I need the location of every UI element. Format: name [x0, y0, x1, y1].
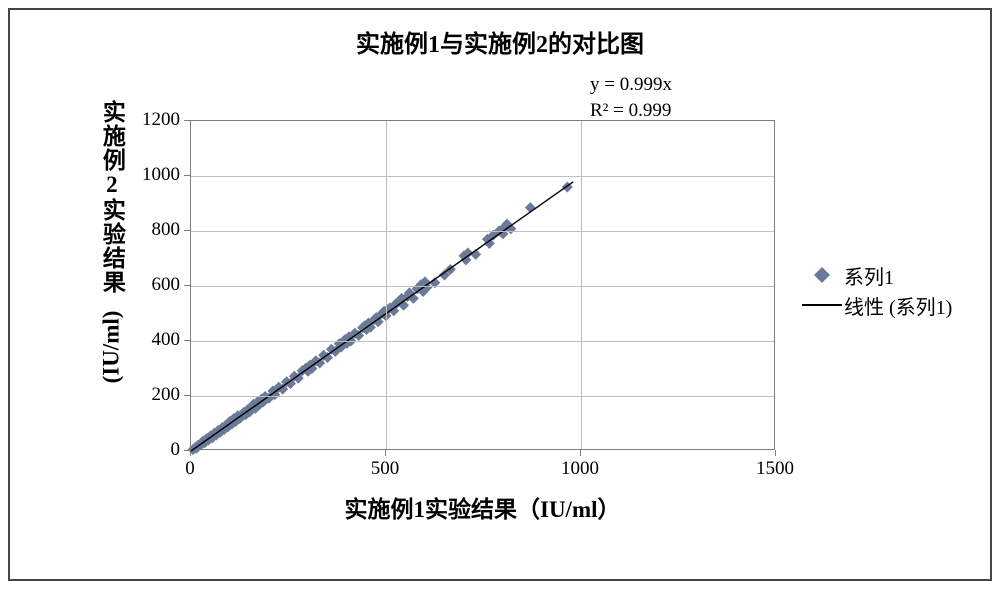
gridline-v [581, 121, 582, 449]
gridline-h [191, 286, 774, 287]
y-axis-title-unit: (IU/ml) [98, 311, 124, 384]
x-tick-label: 0 [185, 458, 195, 480]
legend-item: 系列1 [800, 260, 952, 290]
legend-label: 线性 (系列1) [844, 291, 952, 320]
y-tick-label: 1000 [130, 164, 180, 186]
y-tick-label: 400 [130, 329, 180, 351]
y-tick-mark [184, 175, 190, 176]
x-tick-mark [580, 450, 581, 456]
gridline-v [386, 121, 387, 449]
chart-title: 实施例1与实施例2的对比图 [10, 24, 990, 59]
x-tick-label: 500 [371, 458, 400, 480]
regression-equation: y = 0.999x R² = 0.999 [590, 72, 672, 123]
y-tick-label: 600 [130, 274, 180, 296]
y-tick-label: 200 [130, 384, 180, 406]
chart-frame: 实施例1与实施例2的对比图 y = 0.999x R² = 0.999 实施例2… [8, 8, 992, 581]
gridline-h [191, 231, 774, 232]
legend-label: 系列1 [844, 261, 894, 290]
legend-line-icon [800, 304, 844, 306]
y-tick-label: 1200 [130, 109, 180, 131]
y-tick-label: 0 [130, 439, 180, 461]
y-tick-mark [184, 230, 190, 231]
x-tick-mark [190, 450, 191, 456]
x-tick-label: 1000 [561, 458, 599, 480]
legend-item: 线性 (系列1) [800, 290, 952, 320]
y-tick-mark [184, 340, 190, 341]
y-tick-mark [184, 285, 190, 286]
y-tick-label: 800 [130, 219, 180, 241]
y-tick-mark [184, 120, 190, 121]
y-tick-mark [184, 395, 190, 396]
gridline-h [191, 176, 774, 177]
equation-line-1: y = 0.999x [590, 72, 672, 98]
legend: 系列1线性 (系列1) [800, 260, 952, 320]
y-axis-title-main: 实施例2实验结果 [99, 100, 124, 294]
legend-marker-icon [800, 266, 844, 284]
x-tick-label: 1500 [756, 458, 794, 480]
gridline-h [191, 341, 774, 342]
trendline [191, 182, 573, 451]
plot-area [190, 120, 775, 450]
gridline-h [191, 396, 774, 397]
x-axis-title: 实施例1实验结果（IU/ml） [190, 490, 775, 524]
x-tick-mark [385, 450, 386, 456]
x-tick-mark [775, 450, 776, 456]
